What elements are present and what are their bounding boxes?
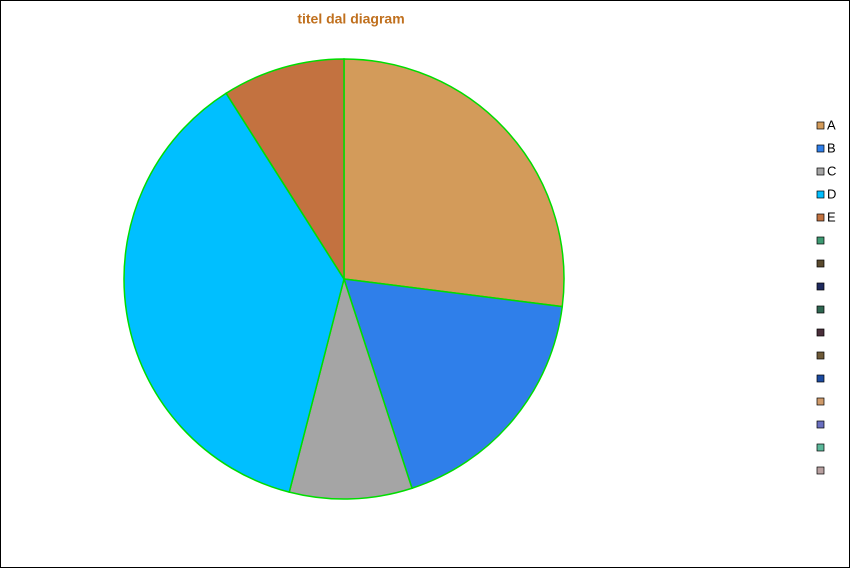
legend-swatch [816,259,825,268]
legend-swatch [816,121,825,130]
legend-label: E [827,209,836,224]
legend-swatch [816,282,825,291]
legend-swatch [816,190,825,199]
chart-title: titel dal diagram [297,11,404,27]
legend-label: A [827,117,836,132]
legend-swatch [816,236,825,245]
legend-swatch [816,305,825,314]
pie-slice [343,58,565,308]
pie-slice [342,278,564,490]
legend-swatch [816,374,825,383]
pie-slice [288,276,413,500]
legend-swatch [816,328,825,337]
legend-label: C [827,163,836,178]
legend-label: D [827,186,836,201]
legend-swatch [816,443,825,452]
pie-slice [225,58,345,282]
legend-swatch [816,466,825,475]
legend-label: B [827,140,836,155]
legend-swatch [816,167,825,176]
legend-swatch [816,213,825,222]
legend-swatch [816,420,825,429]
legend-swatch [816,397,825,406]
legend-swatch [816,351,825,360]
legend-swatch [816,144,825,153]
